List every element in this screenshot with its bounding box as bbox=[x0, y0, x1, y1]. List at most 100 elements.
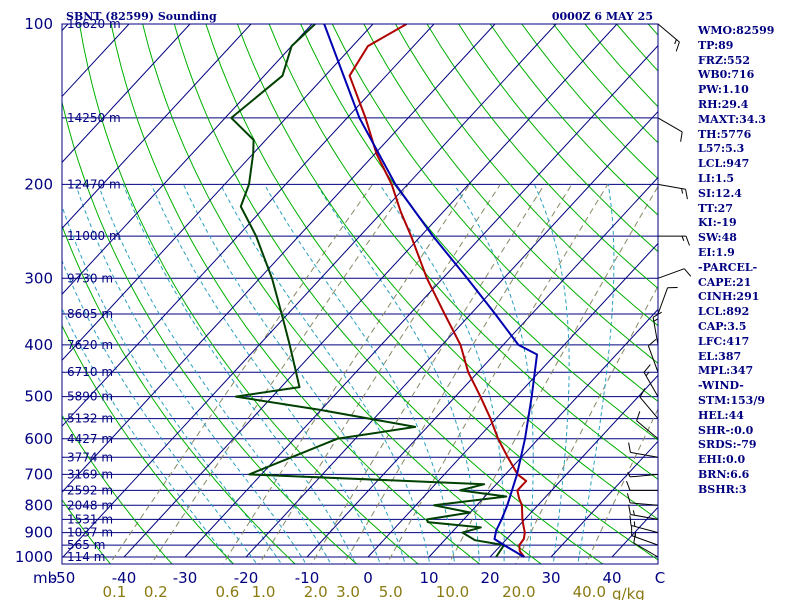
wind-barb-flag bbox=[628, 504, 631, 515]
moist-adiabat bbox=[75, 184, 307, 564]
pressure-tick-label: 100 bbox=[24, 15, 53, 33]
wind-barb bbox=[652, 311, 662, 345]
wind-barb-staff bbox=[639, 396, 659, 419]
wind-barb-flag bbox=[645, 371, 650, 377]
height-label: 9730 m bbox=[67, 271, 113, 285]
index-item: SW:48 bbox=[698, 231, 737, 245]
pressure-tick-label: 1000 bbox=[15, 548, 53, 566]
mixing-ratio-line bbox=[310, 184, 545, 564]
index-item: BRN:6.6 bbox=[698, 467, 750, 481]
wind-barb-flag bbox=[627, 472, 631, 478]
wind-barb-flag bbox=[675, 41, 680, 52]
isotherm-line bbox=[62, 24, 557, 558]
wind-barb-staff bbox=[657, 287, 669, 315]
x-axis-label: C bbox=[655, 569, 665, 587]
wind-barb bbox=[647, 338, 659, 373]
wind-barb-flag bbox=[626, 493, 631, 504]
index-item: FRZ:552 bbox=[698, 53, 751, 67]
chart-subtitle: 0000Z 6 MAY 25 bbox=[552, 10, 653, 23]
sounding-series bbox=[230, 24, 538, 558]
wind-barb-flag bbox=[685, 189, 688, 200]
index-item: TH:5776 bbox=[698, 127, 752, 141]
wind-barb-flag bbox=[648, 338, 657, 347]
temperature-tick-label: 10 bbox=[419, 569, 438, 587]
wind-barb bbox=[657, 183, 688, 200]
wind-barb-staff bbox=[647, 345, 659, 373]
dry-adiabat bbox=[62, 498, 112, 564]
moist-adiabat bbox=[220, 184, 431, 564]
height-label: 7620 m bbox=[67, 338, 113, 352]
temperature-tick-label: -20 bbox=[234, 569, 259, 587]
dry-adiabat bbox=[62, 224, 296, 564]
wind-barb-flag bbox=[683, 268, 692, 277]
isotherm-line bbox=[306, 176, 658, 558]
mixing-ratio-label: 20.0 bbox=[502, 583, 535, 600]
isotherm-line bbox=[62, 24, 252, 230]
height-label: 12470 m bbox=[67, 177, 121, 191]
moist-adiabat bbox=[316, 184, 480, 564]
pressure-tick-label: 800 bbox=[24, 496, 53, 514]
dry-adiabat bbox=[205, 24, 658, 561]
temperature-tick-label: -40 bbox=[112, 569, 137, 587]
wind-barb-staff bbox=[636, 420, 659, 440]
dry-adiabat bbox=[395, 24, 658, 327]
index-item: MAXT:34.3 bbox=[698, 112, 766, 126]
temperature-tick-label: -50 bbox=[51, 569, 76, 587]
index-item: WMO:82599 bbox=[698, 24, 775, 37]
moist-adiabat bbox=[182, 184, 406, 564]
wind-barb bbox=[628, 504, 659, 520]
wind-barb bbox=[626, 493, 659, 506]
height-label: 16620 m bbox=[67, 17, 121, 31]
height-label: 1037 m bbox=[67, 526, 113, 540]
wind-barb-flag bbox=[633, 521, 636, 527]
height-label: 1531 m bbox=[67, 512, 113, 526]
wind-barb-flag bbox=[628, 442, 631, 453]
index-item: CINH:291 bbox=[698, 290, 760, 304]
wind-barb bbox=[631, 525, 659, 546]
mixing-ratio-line bbox=[514, 285, 658, 564]
parcel-line bbox=[323, 24, 538, 558]
dry-adiabat bbox=[110, 24, 481, 564]
index-item: LFC:417 bbox=[698, 334, 750, 348]
wind-barb bbox=[657, 23, 680, 52]
temperature-tick-label: 20 bbox=[480, 569, 499, 587]
mixing-ratio-label: 3.0 bbox=[336, 583, 360, 600]
mixing-ratio-label: 2.0 bbox=[304, 583, 328, 600]
wind-barb-staff bbox=[631, 535, 659, 546]
isotherm-line bbox=[550, 440, 658, 558]
wind-barb bbox=[657, 268, 692, 279]
wind-barb-flag bbox=[685, 235, 690, 246]
moist-adiabat bbox=[62, 307, 233, 564]
temperature-tick-labels: -50 -40 -30 -20 -10 0 10 20 30 40 bbox=[51, 569, 622, 587]
wind-barb-staff bbox=[633, 542, 659, 558]
index-item: WB0:716 bbox=[698, 68, 755, 82]
isotherm-line bbox=[245, 110, 658, 558]
wind-barb-staff bbox=[630, 473, 659, 478]
mixing-ratio-line bbox=[448, 185, 658, 564]
moist-adiabat bbox=[97, 184, 332, 564]
wind-barb-flag bbox=[681, 235, 685, 241]
index-item: HEL:44 bbox=[698, 408, 744, 422]
index-item: MPL:347 bbox=[698, 364, 754, 378]
pressure-tick-label: 900 bbox=[24, 524, 53, 542]
temperature-line bbox=[348, 24, 528, 558]
dry-adiabat bbox=[79, 24, 419, 564]
isotherm-line bbox=[62, 24, 496, 493]
height-label: 6710 m bbox=[67, 365, 113, 379]
isotherm-line bbox=[0, 24, 7, 557]
isotherm-line bbox=[62, 24, 313, 296]
dry-adiabat bbox=[268, 24, 658, 480]
height-labels: 16620 m 14250 m 12470 m 11000 m 9730 m 8605 m… bbox=[67, 17, 121, 564]
index-item: SHR-:0.0 bbox=[698, 423, 754, 437]
dry-adiabat bbox=[363, 24, 658, 364]
dewpoint-line bbox=[230, 24, 508, 558]
index-item: LCL:892 bbox=[698, 305, 750, 319]
wind-barb bbox=[657, 287, 678, 315]
height-label: 11000 m bbox=[67, 229, 121, 243]
wind-barb bbox=[628, 442, 659, 458]
mixing-ratio-lines bbox=[109, 184, 658, 564]
mixing-ratio-label: 40.0 bbox=[573, 583, 606, 600]
pressure-tick-label: 200 bbox=[24, 175, 53, 193]
wind-barb-flag bbox=[626, 480, 631, 491]
